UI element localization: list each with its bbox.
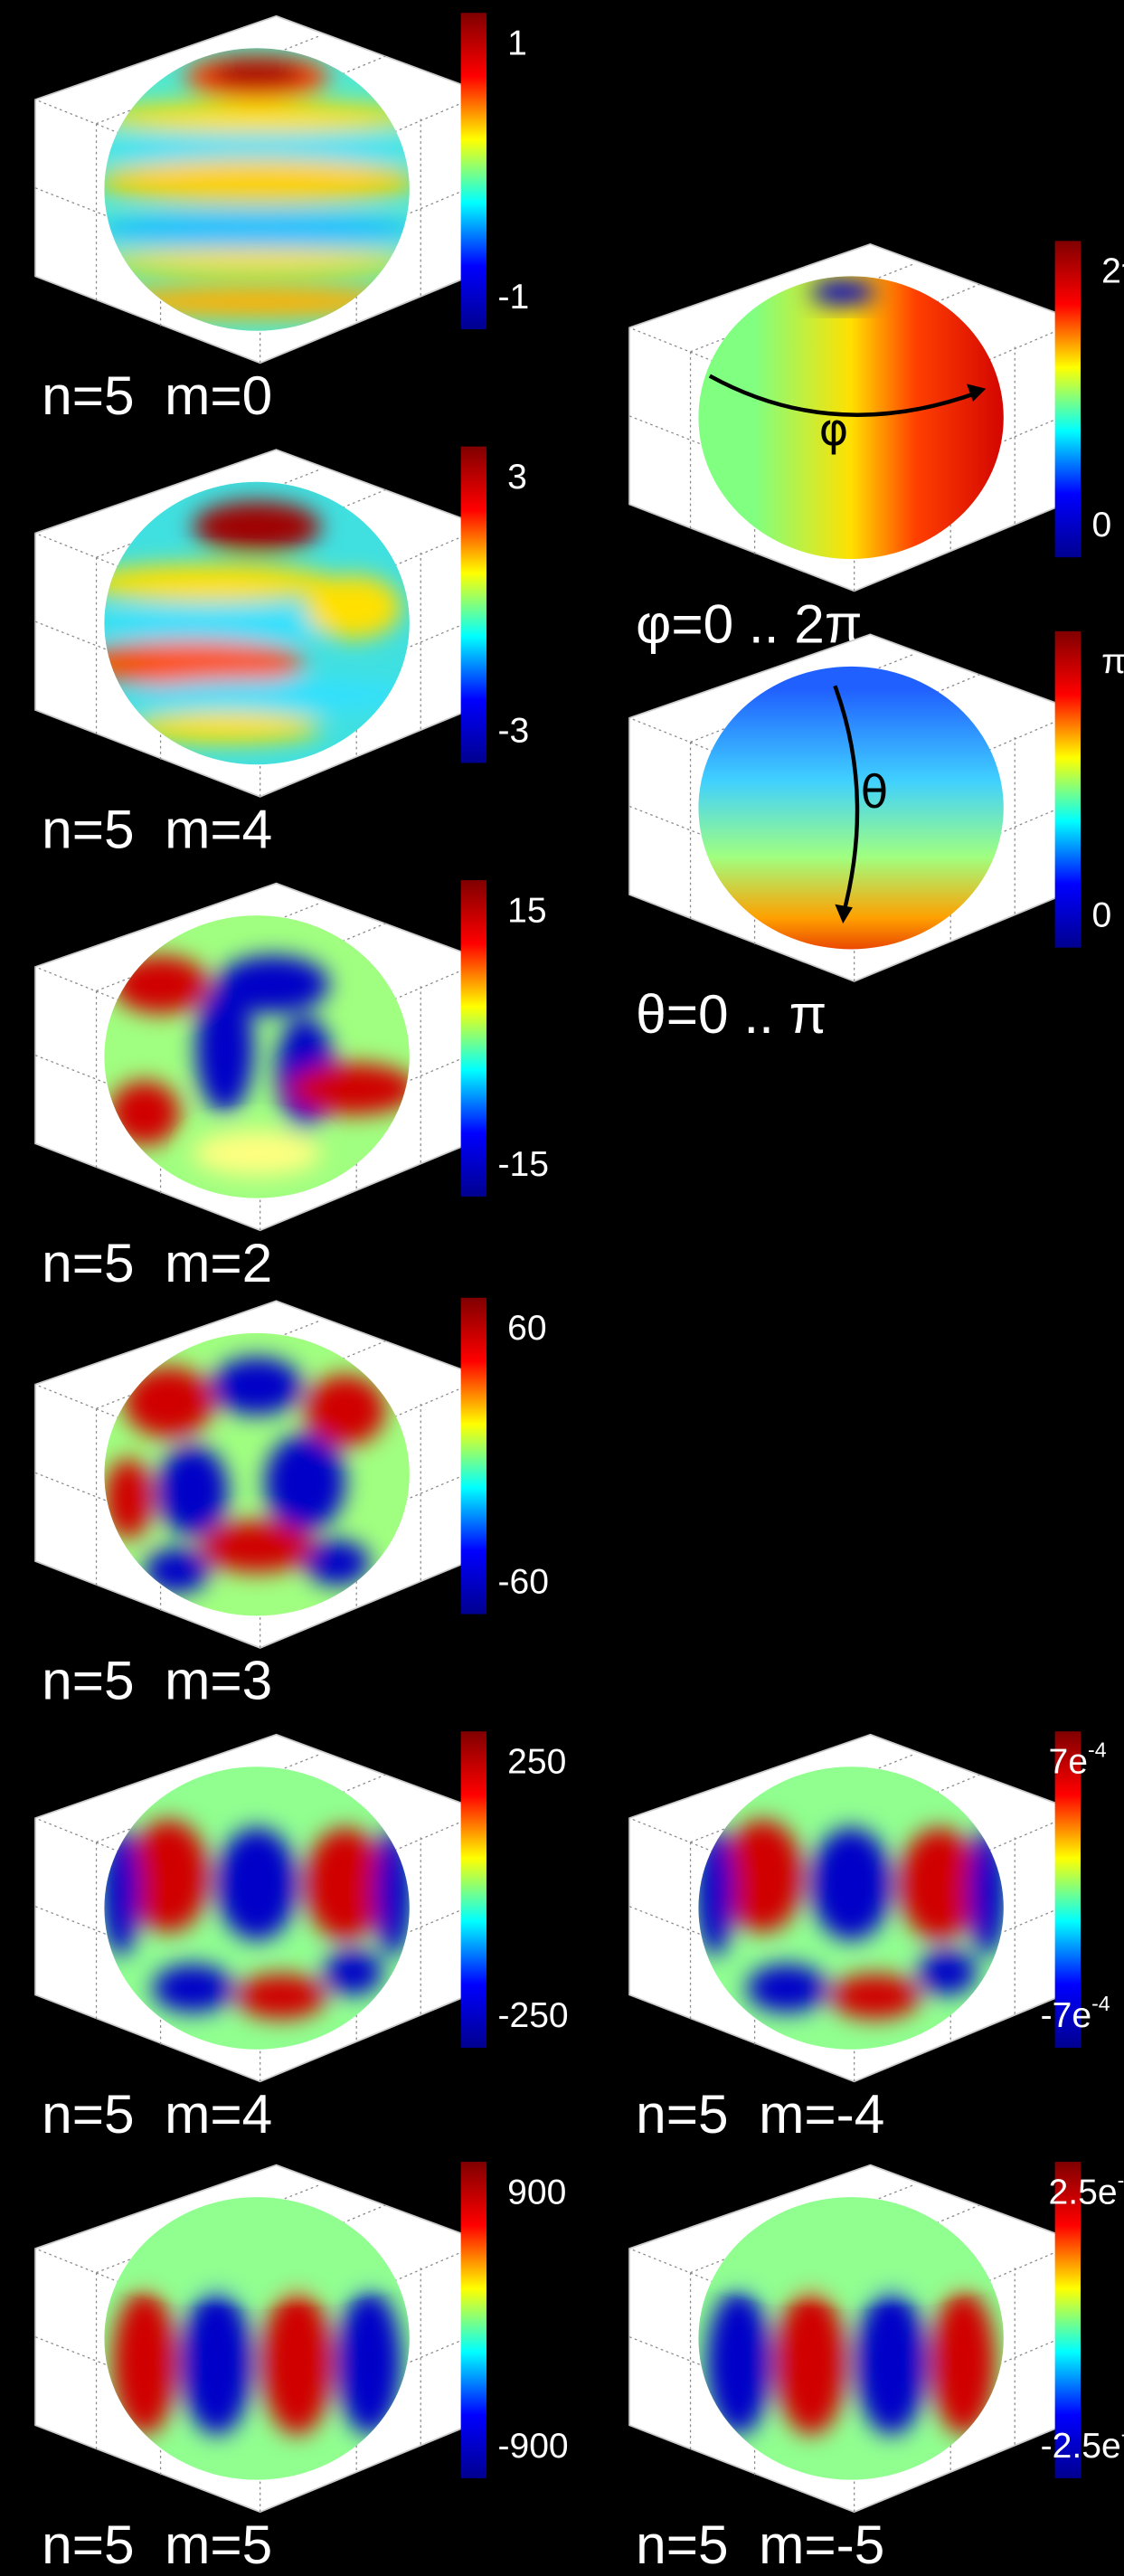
plot-panel-phi: φ 2π 0 φ=0 .. 2π bbox=[594, 228, 1124, 654]
colorbar-max-label: 60 bbox=[507, 1307, 547, 1348]
colorbar-min-label: -15 bbox=[497, 1143, 549, 1184]
colorbar bbox=[1054, 1731, 1081, 2049]
plot-panel-n5m5: 900 -900 n=5 m=5 bbox=[0, 2149, 594, 2575]
sphere-surface bbox=[104, 481, 410, 765]
colorbar-min-label: 0 bbox=[1091, 895, 1112, 935]
sphere-surface bbox=[698, 2197, 1004, 2480]
angle-label: θ bbox=[860, 766, 889, 819]
plot-panel-n5m-5: 2.5e-4 -2.5e-4 n=5 m=-5 bbox=[594, 2149, 1124, 2575]
plot-panel-n5m2: 15 -15 n=5 m=2 bbox=[0, 867, 594, 1293]
panel-label: n=5 m=5 bbox=[42, 2514, 273, 2576]
colorbar-max-label: 2.5e-4 bbox=[1048, 2168, 1124, 2212]
colorbar bbox=[460, 880, 487, 1197]
plot-canvas bbox=[628, 241, 1081, 592]
colorbar-min-label: -900 bbox=[497, 2425, 569, 2466]
sphere-surface bbox=[104, 1332, 410, 1616]
plot-canvas bbox=[34, 1297, 487, 1649]
plot-canvas bbox=[628, 2162, 1081, 2514]
sphere-surface bbox=[104, 2197, 410, 2480]
colorbar-max-label: 900 bbox=[507, 2171, 567, 2212]
colorbar bbox=[460, 446, 487, 763]
panel-label: n=5 m=3 bbox=[42, 1651, 273, 1712]
plot-panel-n5m-4: 7e-4 -7e-4 n=5 m=-4 bbox=[594, 1719, 1124, 2145]
sphere-surface bbox=[698, 276, 1004, 559]
arrowhead-icon bbox=[835, 904, 853, 924]
plot-panel-theta: θ π 0 θ=0 .. π bbox=[594, 619, 1124, 1045]
colorbar-max-label: 1 bbox=[507, 22, 527, 63]
colorbar-max-label: 15 bbox=[507, 889, 547, 931]
plot-canvas bbox=[628, 630, 1081, 982]
plot-canvas bbox=[34, 1731, 487, 2083]
sphere-surface bbox=[104, 1766, 410, 2050]
colorbar-min-label: -60 bbox=[497, 1560, 549, 1602]
panel-label: n=5 m=-5 bbox=[636, 2514, 885, 2576]
colorbar-max-label: 2π bbox=[1101, 251, 1124, 291]
panel-label: n=5 m=-4 bbox=[636, 2084, 885, 2146]
plot-canvas bbox=[34, 880, 487, 1232]
colorbar bbox=[460, 1731, 487, 2049]
plot-panel-n5m1: 3 -3 n=5 m=4 bbox=[0, 433, 594, 859]
colorbar-min-label: 0 bbox=[1091, 504, 1112, 545]
plot-canvas bbox=[34, 2162, 487, 2514]
plot-canvas bbox=[628, 1731, 1081, 2083]
sphere-surface bbox=[104, 915, 410, 1198]
direction-arrow bbox=[833, 685, 860, 916]
panel-label: n=5 m=4 bbox=[42, 800, 273, 861]
plot-canvas bbox=[34, 13, 487, 365]
colorbar-max-label: π bbox=[1101, 640, 1124, 681]
colorbar bbox=[460, 2162, 487, 2478]
plot-canvas bbox=[34, 446, 487, 798]
colorbar bbox=[1054, 241, 1081, 558]
direction-arrow bbox=[708, 374, 980, 417]
colorbar-max-label: 3 bbox=[507, 456, 527, 497]
colorbar-min-label: -250 bbox=[497, 1994, 569, 2035]
panel-label: n=5 m=4 bbox=[42, 2084, 273, 2146]
plot-panel-n5m0: 1 -1 n=5 m=0 bbox=[0, 0, 594, 426]
sphere-surface bbox=[698, 1766, 1004, 2050]
colorbar-min-label: -7e-4 bbox=[1040, 1991, 1110, 2035]
colorbar bbox=[460, 13, 487, 330]
colorbar-max-label: 7e-4 bbox=[1048, 1738, 1107, 1782]
colorbar-max-label: 250 bbox=[507, 1740, 567, 1782]
colorbar-min-label: -2.5e-4 bbox=[1040, 2424, 1124, 2466]
colorbar-min-label: -3 bbox=[497, 709, 530, 751]
colorbar-min-label: -1 bbox=[497, 276, 530, 317]
plot-panel-n5m3: 60 -60 n=5 m=3 bbox=[0, 1285, 594, 1711]
colorbar bbox=[1054, 2162, 1081, 2478]
angle-label: φ bbox=[818, 402, 849, 457]
arrowhead-icon bbox=[966, 384, 987, 402]
panel-label: n=5 m=0 bbox=[42, 365, 273, 428]
sphere-surface bbox=[698, 666, 1004, 950]
panel-label: θ=0 .. π bbox=[636, 984, 827, 1046]
colorbar bbox=[460, 1297, 487, 1615]
plot-panel-n5m4: 250 -250 n=5 m=4 bbox=[0, 1719, 594, 2145]
colorbar bbox=[1054, 630, 1081, 948]
panel-label: n=5 m=2 bbox=[42, 1233, 273, 1295]
